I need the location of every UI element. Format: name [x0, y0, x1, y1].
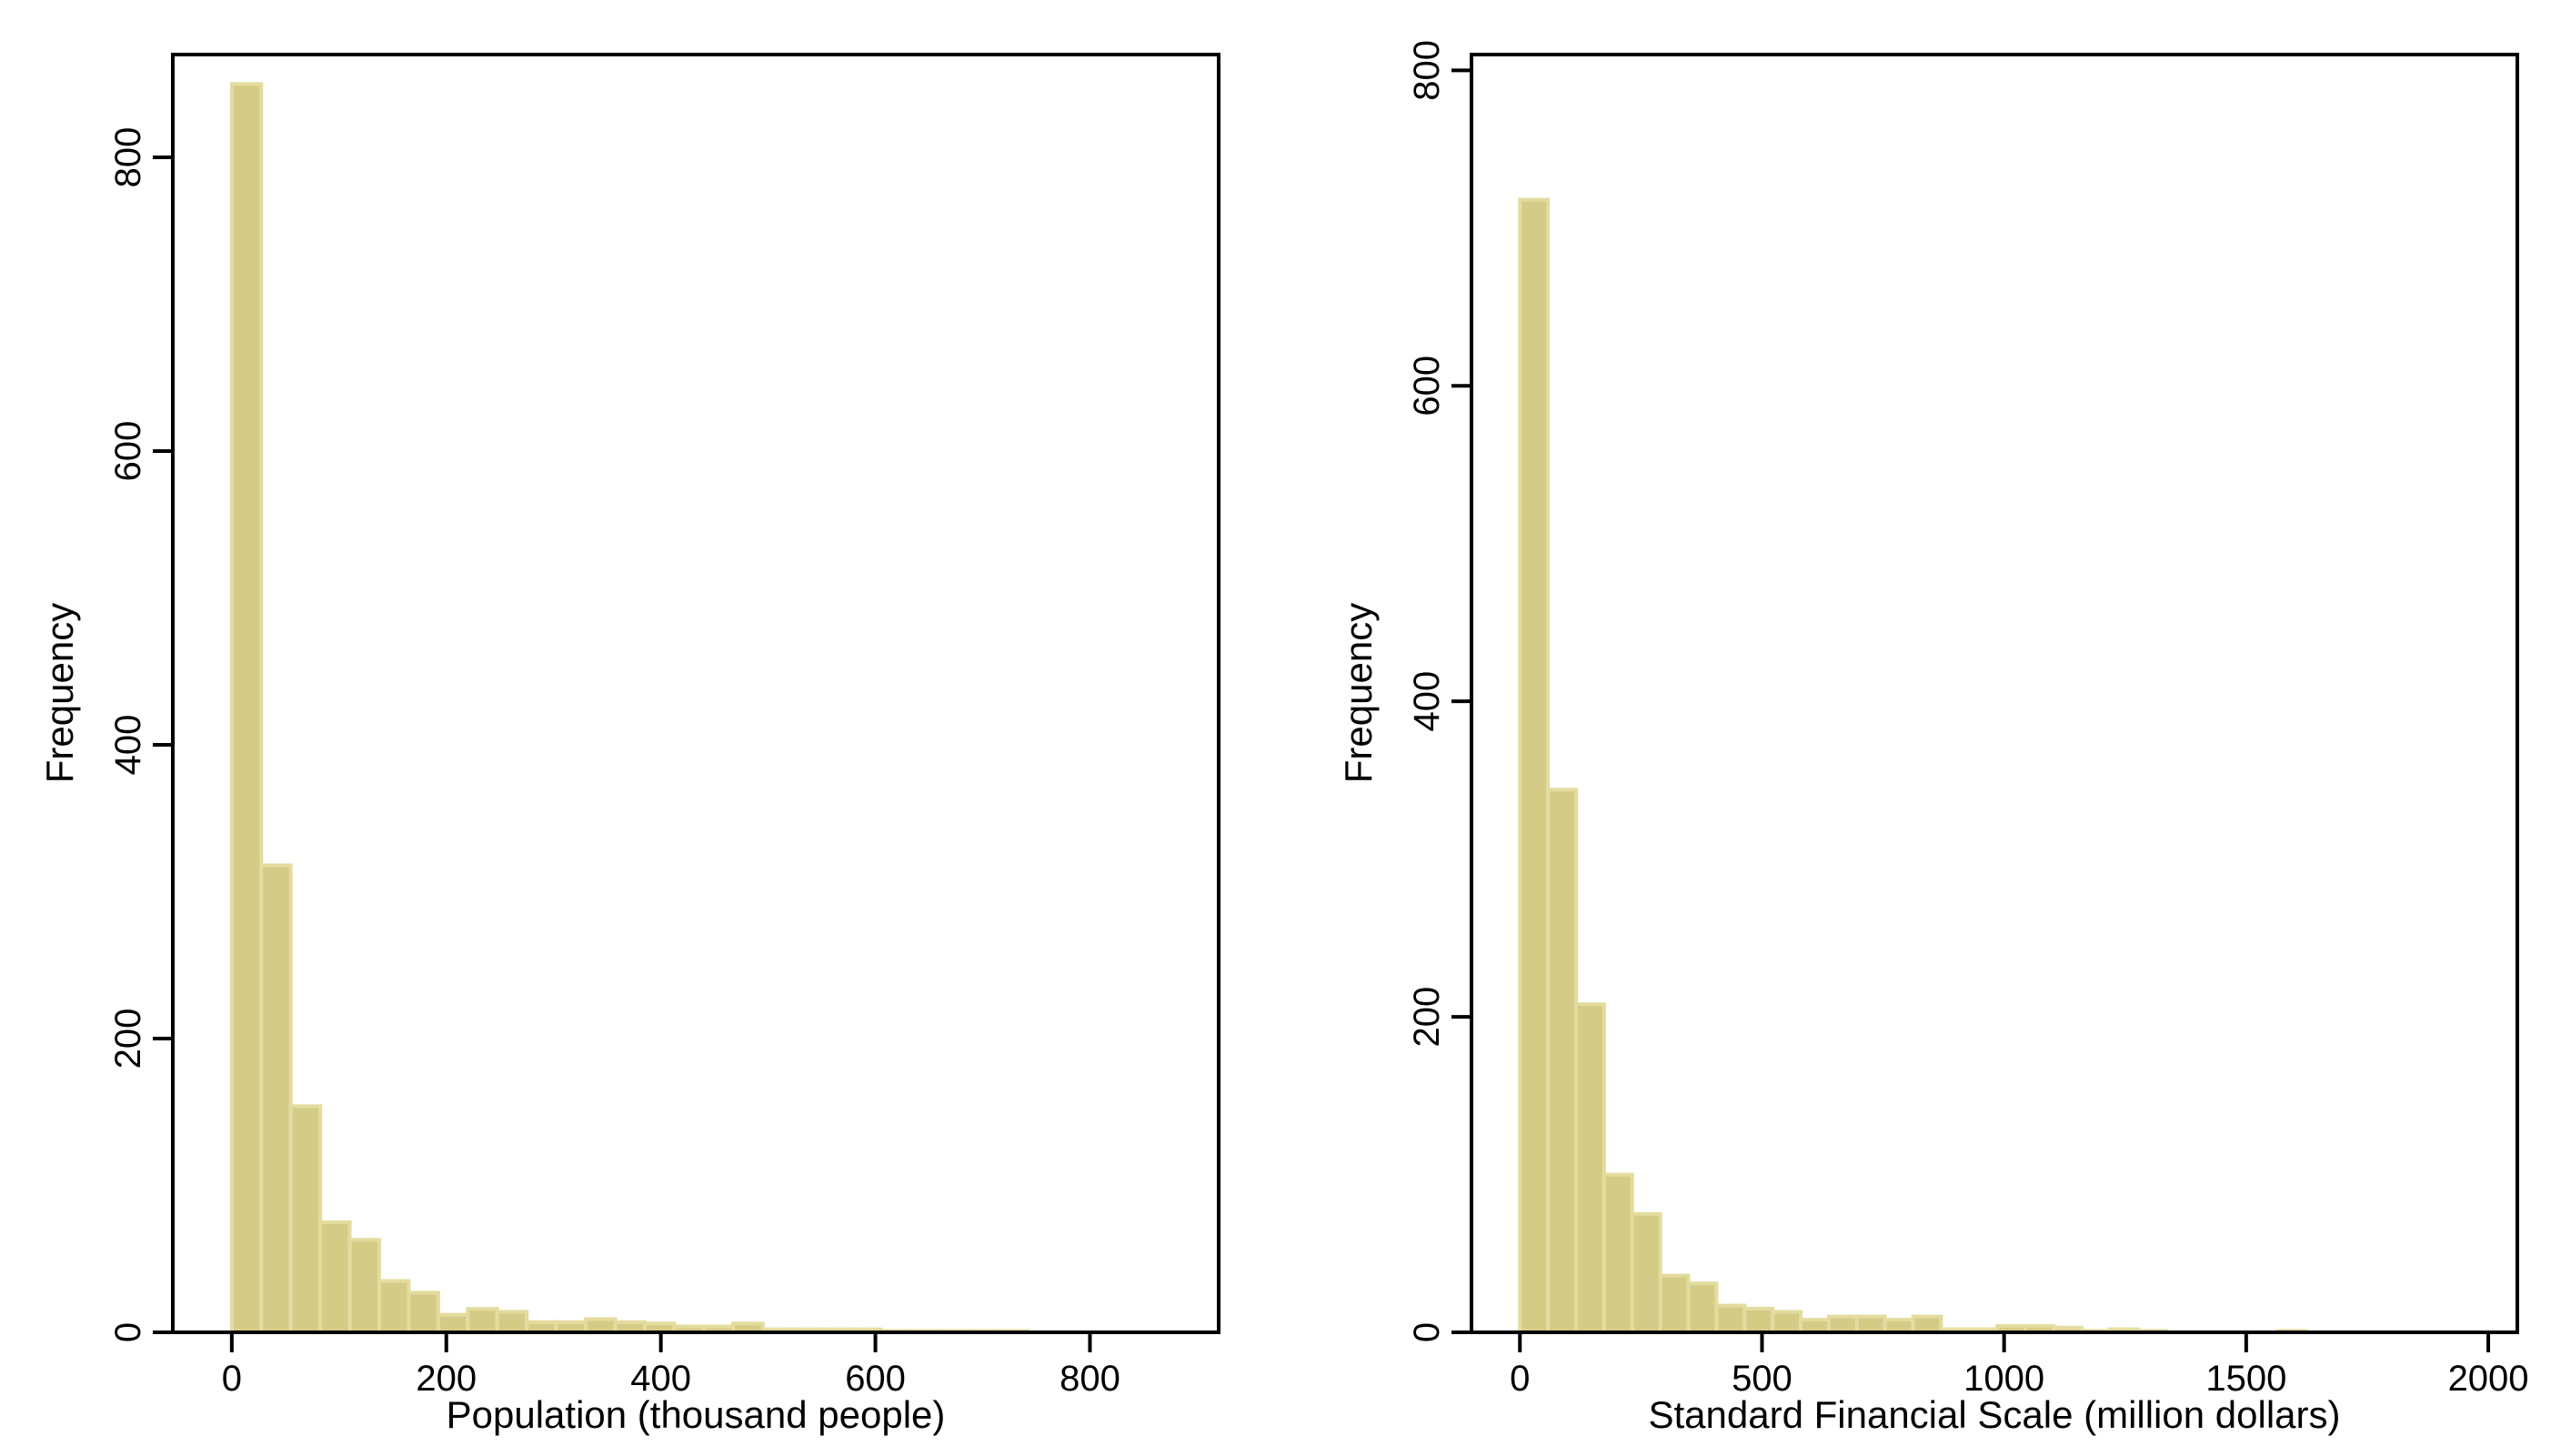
histogram-bar	[407, 1290, 440, 1335]
histogram-bar	[1883, 1318, 1915, 1334]
y-tick-label: 800	[108, 127, 148, 188]
histogram-bar	[1546, 788, 1578, 1334]
x-tick-label: 400	[630, 1359, 691, 1399]
plot-frame-population	[171, 53, 1220, 1334]
x-tick-label: 600	[845, 1359, 906, 1399]
histogram-bar	[1686, 1281, 1719, 1334]
bars-population	[229, 82, 1030, 1335]
y-tick-label: 600	[108, 421, 148, 482]
y-tick-label: 400	[108, 715, 148, 776]
x-tick-label: 1500	[2205, 1359, 2286, 1399]
x-tick-label: 200	[416, 1359, 477, 1399]
histogram-bar	[584, 1317, 618, 1335]
histogram-bar	[1742, 1306, 1775, 1334]
y-axis-title-population: Frequency	[38, 603, 81, 783]
x-tick-label: 1000	[1963, 1359, 2044, 1399]
x-tick-label: 500	[1732, 1359, 1793, 1399]
y-axis-title-financial-scale: Frequency	[1337, 603, 1380, 783]
y-tick-label: 200	[108, 1009, 148, 1069]
x-axis-title-population: Population (thousand people)	[447, 1393, 946, 1436]
x-tick-label: 2000	[2448, 1359, 2529, 1399]
histogram-bar	[436, 1312, 470, 1335]
histogram-bar	[1658, 1273, 1691, 1334]
chart-population: 0 200 400 600 800 0 200 400 600 800 Population (t…	[38, 53, 1220, 1436]
ticks-population: 0 200 400 600 800 0 200 400 600 800	[108, 127, 1120, 1399]
histogram-bar	[1574, 1002, 1606, 1334]
histogram-bar	[1714, 1303, 1747, 1334]
y-tick-label: 600	[1407, 356, 1447, 417]
histogram-bar	[1771, 1310, 1803, 1334]
chart-financial-scale: 0 500 1000 1500 2000 0 200 400 600 800 Standard F…	[1337, 40, 2529, 1436]
plot-frame-financial-scale	[1470, 53, 2519, 1334]
histogram-bar	[466, 1307, 499, 1334]
y-tick-label: 0	[1407, 1322, 1447, 1342]
x-tick-label: 800	[1060, 1359, 1120, 1399]
histogram-bar	[1799, 1318, 1831, 1334]
histogram-bar	[347, 1238, 382, 1335]
histogram-bar	[1518, 197, 1551, 1335]
ticks-financial-scale: 0 500 1000 1500 2000 0 200 400 600 800	[1407, 40, 2529, 1399]
histogram-bar	[1854, 1314, 1887, 1334]
histogram-bar	[1911, 1314, 1943, 1334]
histogram-bar	[377, 1279, 411, 1335]
histogram-bar	[288, 1104, 323, 1334]
y-tick-label: 200	[1407, 987, 1447, 1048]
histogram-bar	[1826, 1314, 1859, 1334]
histogram-bar	[229, 82, 264, 1335]
y-tick-label: 400	[1407, 671, 1447, 732]
y-tick-label: 800	[1407, 40, 1447, 101]
histogram-bar	[1630, 1211, 1662, 1334]
histogram-bar	[318, 1220, 352, 1334]
histogram-bar	[259, 863, 293, 1334]
x-axis-title-financial-scale: Standard Financial Scale (million dollar…	[1648, 1393, 2340, 1436]
x-tick-label: 0	[222, 1359, 242, 1399]
x-tick-label: 0	[1510, 1359, 1530, 1399]
y-tick-label: 0	[108, 1322, 148, 1342]
histogram-bar	[495, 1310, 529, 1334]
histogram-bar	[1602, 1172, 1634, 1334]
